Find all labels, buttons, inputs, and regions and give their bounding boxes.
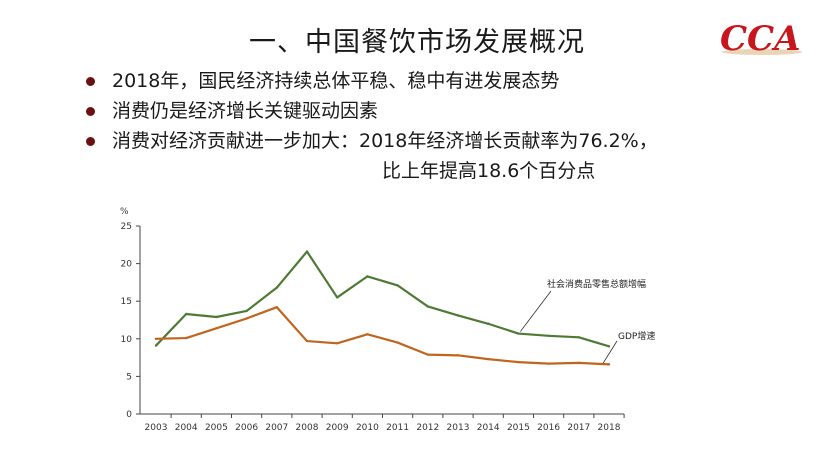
x-tick-label: 2013 xyxy=(447,423,470,433)
bullet-item: 2018年，国民经济持续总体平稳、稳中有进发展态势 xyxy=(86,66,658,96)
chart-axes: 0 5 10 15 20 25% 2003 2004 2005 2006 2007 2008 2009 2… xyxy=(120,207,625,433)
bullet-text: 消费对经济贡献进一步加大：2018年经济增长贡献率为76.2%， xyxy=(112,130,658,152)
gdp-point xyxy=(185,336,188,340)
gdp-point xyxy=(487,357,490,361)
x-tick-label: 2010 xyxy=(356,423,379,433)
y-tick-label: 25 xyxy=(121,222,132,232)
gdp-point xyxy=(577,361,580,365)
gdp-point xyxy=(456,354,460,357)
retail-sales-point xyxy=(607,345,611,348)
retail-sales-point xyxy=(245,309,248,313)
retail-sales-point xyxy=(456,314,460,317)
gdp-point xyxy=(336,342,339,345)
gdp-point xyxy=(517,360,520,364)
retail-sales-point xyxy=(426,305,429,308)
gdp-point xyxy=(426,353,429,356)
gdp-point xyxy=(607,363,611,366)
gdp-label-leader xyxy=(602,340,618,364)
gdp-series-label: GDP增速 xyxy=(618,330,655,342)
x-tick-label: 2006 xyxy=(235,423,258,433)
cca-logo: CCA xyxy=(720,19,802,59)
x-tick-label: 2005 xyxy=(205,423,228,433)
x-tick-label: 2008 xyxy=(296,423,319,433)
y-tick-label: 5 xyxy=(126,372,132,382)
bullet-text: 2018年，国民经济持续总体平稳、稳中有进发展态势 xyxy=(112,70,560,92)
x-tick-label: 2012 xyxy=(416,423,439,433)
x-tick-label: 2011 xyxy=(386,423,409,433)
retail-sales-point xyxy=(275,286,278,289)
bullet-list: 2018年，国民经济持续总体平稳、稳中有进发展态势 消费仍是经济增长关键驱动因素… xyxy=(86,66,658,186)
retail-sales-point xyxy=(577,336,580,339)
gdp-point xyxy=(275,306,278,309)
chart-lines xyxy=(154,250,611,366)
bullet-item: 消费仍是经济增长关键驱动因素 xyxy=(86,96,658,126)
y-tick-label: 15 xyxy=(121,297,132,307)
y-tick-label: 20 xyxy=(121,260,133,270)
gdp-point xyxy=(154,337,158,340)
x-tick-label: 2004 xyxy=(175,423,198,433)
x-tick-label: 2017 xyxy=(567,423,590,433)
x-tick-label: 2003 xyxy=(145,423,168,433)
retail-sales-point xyxy=(366,275,369,278)
retail-label-leader xyxy=(520,290,552,332)
gdp-growth-line xyxy=(155,306,610,366)
chart-labels: 社会消费品零售总额增幅 GDP增速 xyxy=(520,278,655,364)
gdp-point xyxy=(245,317,248,320)
x-tick-label: 2016 xyxy=(537,423,560,433)
bullet-item: 消费对经济贡献进一步加大：2018年经济增长贡献率为76.2%， xyxy=(86,126,658,156)
x-tick-label: 2007 xyxy=(265,423,288,433)
slide-title: 一、中国餐饮市场发展概况 xyxy=(249,27,585,58)
bullet-dot xyxy=(86,107,95,116)
y-tick-label: 0 xyxy=(126,410,132,420)
bullet-continuation: 比上年提高18.6个百分点 xyxy=(382,160,596,182)
retail-sales-point xyxy=(336,296,339,299)
gdp-point xyxy=(366,333,369,336)
logo-lettering: CCA xyxy=(720,19,801,59)
retail-sales-point xyxy=(154,344,158,347)
retail-sales-growth-line xyxy=(155,250,610,348)
retail-sales-point xyxy=(185,312,188,316)
bullet-text: 消费仍是经济增长关键驱动因素 xyxy=(112,100,379,122)
retail-sales-point xyxy=(215,315,218,319)
bullet-dot xyxy=(86,137,95,146)
gdp-point xyxy=(396,341,399,344)
gdp-point xyxy=(547,362,550,365)
y-tick-label: 10 xyxy=(121,335,133,345)
retail-sales-point xyxy=(396,284,399,287)
retail-series-label: 社会消费品零售总额增幅 xyxy=(547,278,646,290)
y-axis-unit-label: % xyxy=(120,207,129,217)
x-tick-label: 2009 xyxy=(326,423,349,433)
gdp-point xyxy=(305,339,309,343)
retail-sales-point xyxy=(517,332,520,335)
gdp-point xyxy=(215,327,218,330)
x-tick-label: 2015 xyxy=(507,423,530,433)
retail-sales-point xyxy=(305,250,309,253)
x-tick-label: 2018 xyxy=(598,423,621,433)
retail-sales-point xyxy=(487,322,490,325)
bullet-dot xyxy=(86,77,95,86)
x-tick-label: 2014 xyxy=(477,423,500,433)
retail-sales-point xyxy=(547,334,550,337)
